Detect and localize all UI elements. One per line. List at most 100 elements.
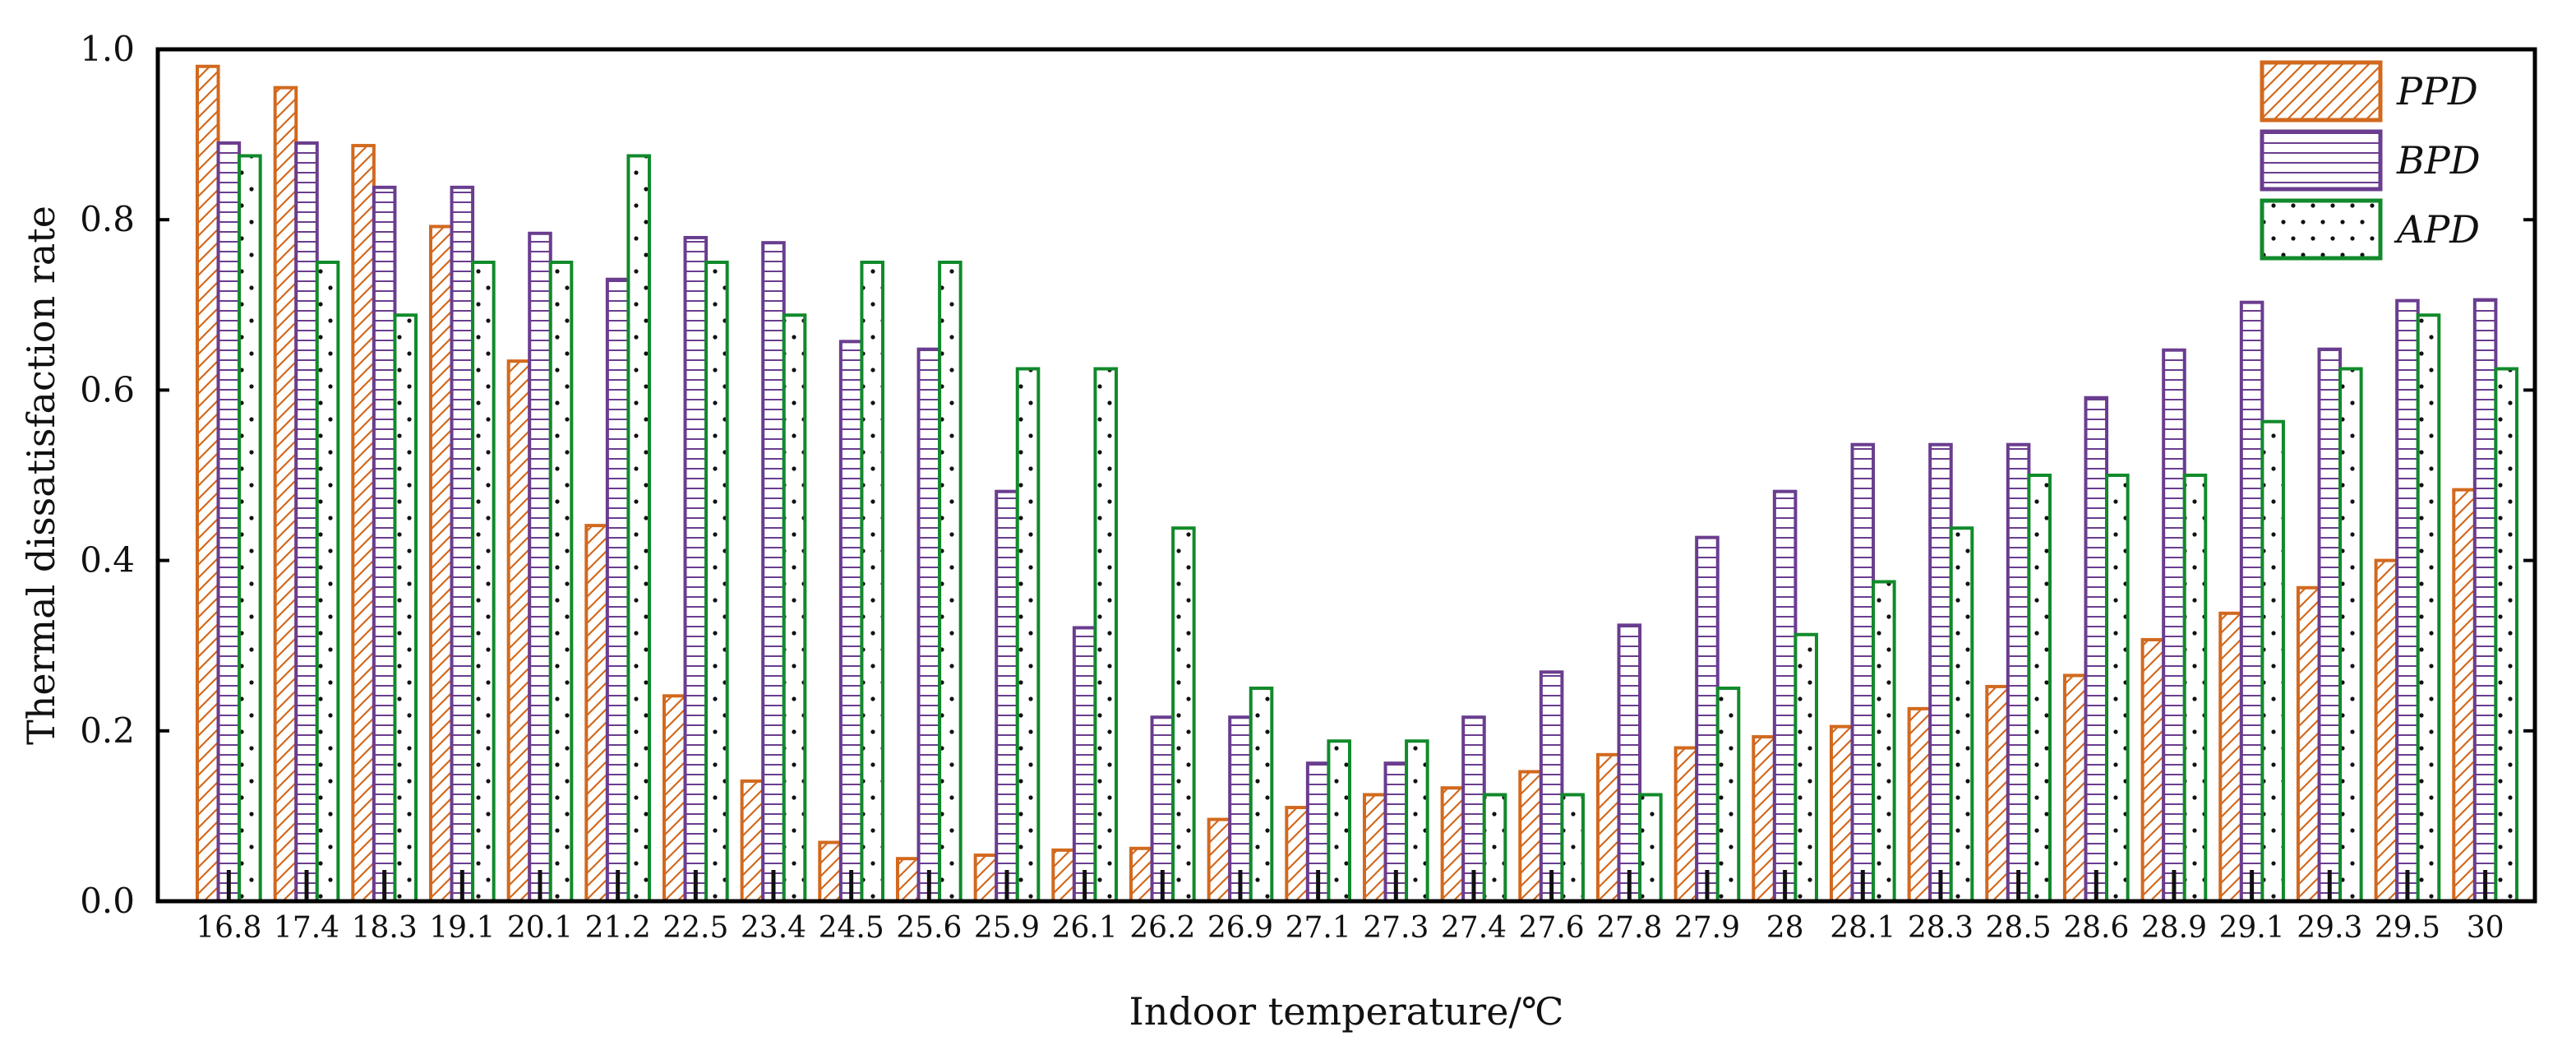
x-tick-label: 25.9 — [974, 911, 1040, 945]
bar-bpd — [1772, 489, 1798, 904]
bar-ppd — [1518, 770, 1543, 904]
bar-ppd — [1440, 786, 1466, 903]
bar-bpd — [2162, 348, 2186, 903]
x-tick-label: 28.9 — [2141, 911, 2207, 945]
bar-bpd — [216, 141, 242, 903]
bar-apd — [1405, 739, 1429, 903]
y-axis-title: Thermal dissatisfaction rate — [19, 206, 63, 745]
x-tick-label: 28 — [1766, 911, 1804, 945]
bar-apd — [393, 313, 418, 903]
x-tick-label: 27.1 — [1286, 911, 1351, 945]
bar-bpd — [916, 347, 942, 903]
x-tick-label: 26.9 — [1207, 911, 1273, 945]
x-tick-label: 30 — [2467, 911, 2504, 945]
bar-bpd — [1539, 670, 1564, 903]
bar-bpd — [995, 489, 1019, 904]
bar-bpd — [2472, 298, 2498, 904]
bar-bpd — [450, 185, 475, 904]
x-tick-label: 24.5 — [819, 911, 884, 945]
bar-bpd — [1850, 442, 1876, 903]
bar-ppd — [584, 524, 609, 904]
bar-ppd — [1752, 735, 1776, 903]
bar-ppd — [1051, 848, 1076, 903]
y-tick-label: 0.6 — [80, 369, 135, 409]
bar-bpd — [2317, 347, 2343, 903]
x-tick-label: 26.1 — [1052, 911, 1118, 945]
bar-apd — [626, 154, 652, 903]
bar-ppd — [2374, 558, 2399, 903]
y-tick-label: 0.0 — [80, 881, 135, 921]
bar-bpd — [1617, 623, 1642, 903]
bar-bpd — [2395, 298, 2420, 903]
bar-apd — [1327, 739, 1351, 903]
legend-label-apd: APD — [2394, 207, 2480, 252]
bar-ppd — [1595, 752, 1621, 903]
x-tick-label: 25.6 — [896, 911, 962, 945]
x-tick-label: 29.5 — [2375, 911, 2440, 945]
x-axis-title: Indoor temperature/℃ — [1129, 989, 1564, 1034]
bar-ppd — [506, 359, 532, 903]
bar-apd — [1093, 367, 1118, 903]
bar-apd — [238, 154, 262, 903]
bar-ppd — [1362, 793, 1387, 903]
bar-apd — [2105, 474, 2130, 903]
legend-label-ppd: PPD — [2396, 69, 2478, 113]
bar-apd — [1872, 580, 1896, 903]
x-tick-label: 16.8 — [196, 911, 261, 945]
bar-apd — [471, 261, 496, 903]
bar-apd — [1560, 793, 1585, 903]
bar-bpd — [1695, 535, 1720, 903]
bar-ppd — [2452, 488, 2477, 903]
bar-apd — [1638, 793, 1663, 903]
bar-bpd — [2006, 442, 2031, 903]
bar-apd — [548, 261, 574, 903]
x-tick-label: 29.1 — [2219, 911, 2285, 945]
x-tick-label: 27.4 — [1441, 911, 1507, 945]
bar-apd — [1949, 526, 1974, 903]
legend-swatch-ppd — [2260, 60, 2383, 123]
bar-ppd — [2296, 585, 2321, 903]
bar-bpd — [1072, 626, 1097, 903]
x-tick-label: 27.3 — [1363, 911, 1429, 945]
bar-ppd — [1985, 684, 2010, 903]
x-tick-label: 28.5 — [1986, 911, 2052, 945]
bar-apd — [782, 313, 807, 903]
x-tick-label: 27.9 — [1674, 911, 1740, 945]
bar-apd — [2260, 419, 2285, 903]
bar-ppd — [273, 86, 298, 904]
x-tick-label: 28.3 — [1908, 911, 1974, 945]
bar-ppd — [1207, 817, 1232, 904]
bar-ppd — [2140, 637, 2166, 903]
y-tick-label: 0.2 — [80, 710, 135, 751]
legend-label-bpd: BPD — [2396, 138, 2481, 183]
bar-ppd — [2218, 611, 2243, 903]
y-tick-label: 1.0 — [80, 29, 135, 69]
x-tick-label: 27.8 — [1596, 911, 1662, 945]
bar-apd — [2027, 474, 2052, 903]
bar-apd — [860, 261, 884, 903]
bar-bpd — [294, 141, 319, 903]
bar-ppd — [196, 64, 220, 904]
bar-bpd — [1928, 442, 1953, 903]
bar-ppd — [1129, 846, 1154, 903]
bar-ppd — [1907, 706, 1932, 904]
x-tick-labels: 16.8 17.4 18.3 19.1 20.1 21.2 22.5 23.4 24.5 25.6… — [196, 911, 2504, 945]
bar-apd — [2182, 474, 2208, 903]
x-tick-label: 21.2 — [585, 911, 651, 945]
x-tick-label: 26.2 — [1129, 911, 1195, 945]
bar-apd — [1794, 632, 1818, 903]
bar-ppd — [1673, 746, 1699, 904]
bars-layer — [196, 64, 2518, 904]
bar-ppd — [428, 224, 454, 904]
bar-apd — [938, 261, 963, 903]
legend: PPD BPD APD — [2260, 60, 2481, 261]
bar-apd — [1249, 687, 1274, 903]
plot-frame — [155, 47, 2537, 904]
bar-bpd — [2239, 300, 2264, 903]
x-tick-label: 19.1 — [429, 911, 495, 945]
bar-bpd — [528, 231, 552, 903]
bar-bpd — [761, 241, 786, 903]
bar-apd — [2416, 313, 2441, 903]
